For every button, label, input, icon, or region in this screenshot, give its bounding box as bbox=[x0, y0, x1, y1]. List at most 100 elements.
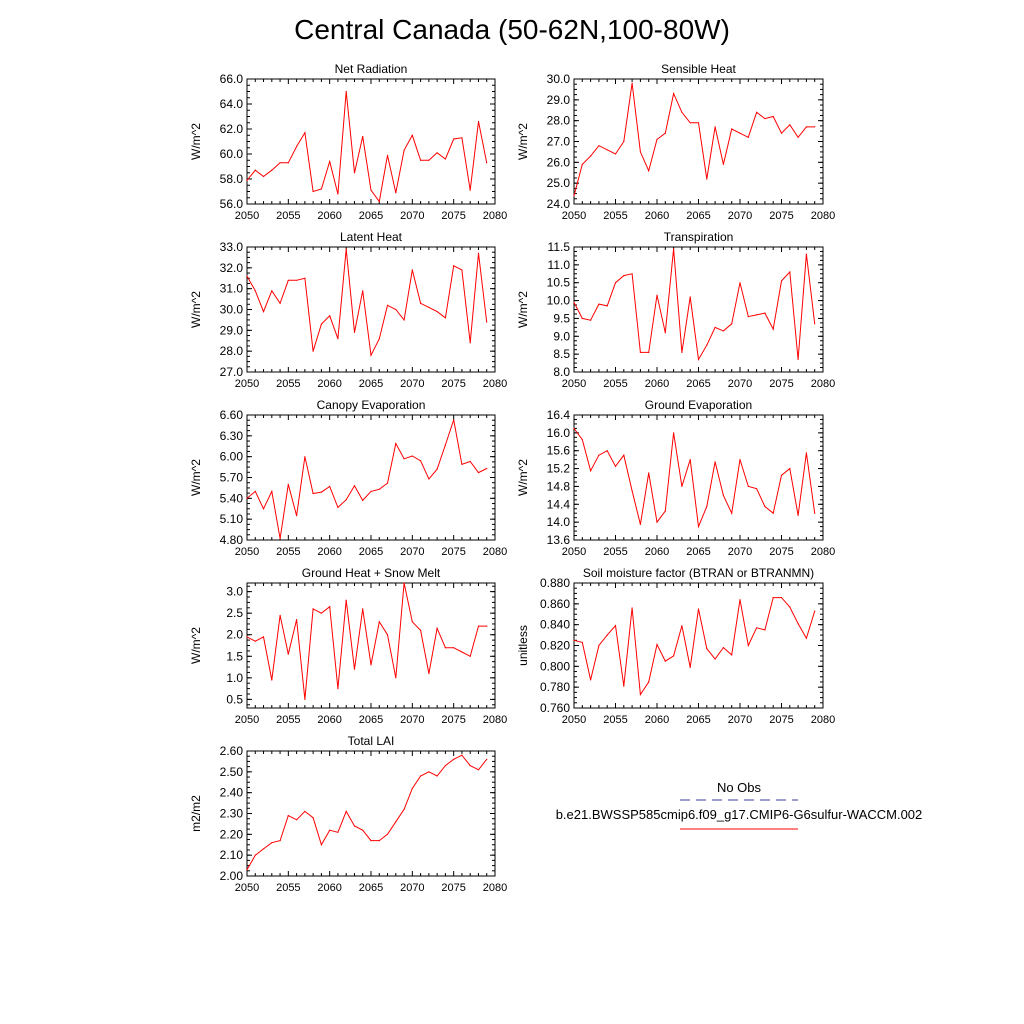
data-point bbox=[780, 474, 783, 476]
chart-panel: Total LAI m2/m2 2050 2055 2060 2065 2070 2075 20… bbox=[189, 734, 507, 894]
data-point bbox=[271, 290, 273, 292]
x-tick-label: 2065 bbox=[686, 378, 710, 390]
data-point bbox=[453, 647, 455, 649]
data-point bbox=[420, 460, 422, 462]
data-point bbox=[296, 515, 298, 517]
data-point bbox=[279, 302, 281, 304]
data-point bbox=[731, 128, 733, 130]
data-point bbox=[789, 271, 791, 273]
panel-title: Canopy Evaporation bbox=[317, 398, 426, 412]
data-point bbox=[428, 478, 430, 480]
series-line bbox=[246, 582, 487, 700]
x-tick-label: 2070 bbox=[400, 882, 424, 894]
data-point bbox=[706, 344, 708, 346]
y-tick-label: 0.760 bbox=[540, 701, 570, 715]
data-point bbox=[312, 817, 314, 819]
data-point bbox=[386, 833, 389, 835]
series-line bbox=[573, 428, 816, 529]
data-point bbox=[573, 427, 575, 429]
legend: No Obs b.e21.BWSSP585cmip6.f09_g17.CMIP6… bbox=[556, 780, 922, 830]
data-point bbox=[739, 599, 741, 601]
y-tick-label: 28.0 bbox=[220, 344, 244, 358]
x-tick-label: 2055 bbox=[603, 546, 627, 558]
y-tick-label: 1.0 bbox=[226, 671, 243, 685]
data-point bbox=[714, 126, 716, 128]
x-tick-label: 2080 bbox=[483, 882, 507, 894]
data-point bbox=[764, 312, 766, 314]
y-tick-label: 14.8 bbox=[547, 479, 571, 493]
data-point bbox=[673, 248, 675, 250]
x-tick-label: 2065 bbox=[686, 210, 710, 222]
data-point bbox=[581, 317, 583, 319]
y-axis-label: W/m^2 bbox=[189, 123, 203, 160]
y-tick-label: 4.80 bbox=[220, 533, 244, 547]
x-tick-label: 2050 bbox=[235, 714, 259, 726]
y-tick-label: 6.60 bbox=[220, 408, 244, 422]
data-point bbox=[353, 485, 356, 487]
data-point bbox=[246, 275, 248, 277]
x-tick-label: 2050 bbox=[235, 882, 259, 894]
legend-obs-label: No Obs bbox=[717, 780, 762, 795]
data-point bbox=[681, 111, 683, 113]
data-point bbox=[386, 304, 389, 306]
x-tick-label: 2055 bbox=[276, 210, 300, 222]
data-point bbox=[304, 132, 306, 134]
data-point bbox=[747, 644, 749, 647]
data-point bbox=[254, 290, 256, 292]
data-point bbox=[614, 153, 617, 155]
x-tick-label: 2070 bbox=[728, 546, 752, 558]
x-tick-label: 2065 bbox=[359, 378, 383, 390]
plot-frame bbox=[246, 78, 496, 205]
plot-frame bbox=[573, 246, 824, 373]
x-tick-label: 2075 bbox=[769, 546, 793, 558]
x-tick-label: 2055 bbox=[603, 378, 627, 390]
data-point bbox=[329, 485, 331, 488]
y-tick-label: 10.5 bbox=[547, 276, 571, 290]
data-point bbox=[756, 314, 758, 316]
x-tick-label: 2080 bbox=[483, 210, 507, 222]
data-point bbox=[689, 296, 691, 298]
data-point bbox=[664, 332, 666, 334]
data-point bbox=[461, 269, 463, 271]
data-point bbox=[469, 342, 471, 344]
data-point bbox=[664, 660, 666, 662]
chart-panel: Sensible Heat W/m^2 2050 2055 2060 2065 2070 20… bbox=[516, 62, 835, 222]
data-point bbox=[681, 625, 683, 627]
y-axis-label: W/m^2 bbox=[189, 459, 203, 496]
x-tick-label: 2050 bbox=[235, 546, 259, 558]
data-point bbox=[337, 506, 339, 508]
chart-panel: Transpiration W/m^2 2050 2055 2060 2065 2070 20… bbox=[516, 230, 835, 390]
x-tick-label: 2070 bbox=[728, 378, 752, 390]
data-point bbox=[681, 485, 683, 487]
data-point bbox=[428, 306, 430, 308]
data-point bbox=[345, 248, 347, 250]
data-point bbox=[370, 840, 372, 842]
y-tick-label: 64.0 bbox=[220, 97, 244, 111]
data-point bbox=[573, 639, 575, 641]
y-tick-label: 31.0 bbox=[220, 282, 244, 296]
data-point bbox=[590, 319, 592, 321]
data-point bbox=[656, 521, 658, 523]
data-point bbox=[453, 419, 455, 421]
data-point bbox=[246, 179, 248, 181]
data-point bbox=[304, 698, 306, 701]
data-point bbox=[673, 432, 675, 434]
data-point bbox=[370, 354, 372, 356]
data-point bbox=[639, 693, 642, 696]
y-axis-label: W/m^2 bbox=[189, 291, 203, 328]
plot-frame bbox=[246, 582, 496, 709]
data-point bbox=[797, 514, 799, 517]
data-point bbox=[739, 132, 741, 134]
data-point bbox=[764, 629, 766, 631]
data-point bbox=[706, 178, 708, 180]
data-point bbox=[320, 188, 322, 190]
data-point bbox=[606, 450, 608, 452]
data-point bbox=[312, 608, 314, 610]
data-point bbox=[581, 439, 583, 441]
x-tick-label: 2070 bbox=[400, 546, 424, 558]
x-tick-label: 2070 bbox=[400, 714, 424, 726]
y-tick-label: 0.880 bbox=[540, 576, 570, 590]
y-tick-label: 6.30 bbox=[220, 429, 244, 443]
data-point bbox=[428, 672, 430, 675]
data-point bbox=[814, 610, 816, 612]
